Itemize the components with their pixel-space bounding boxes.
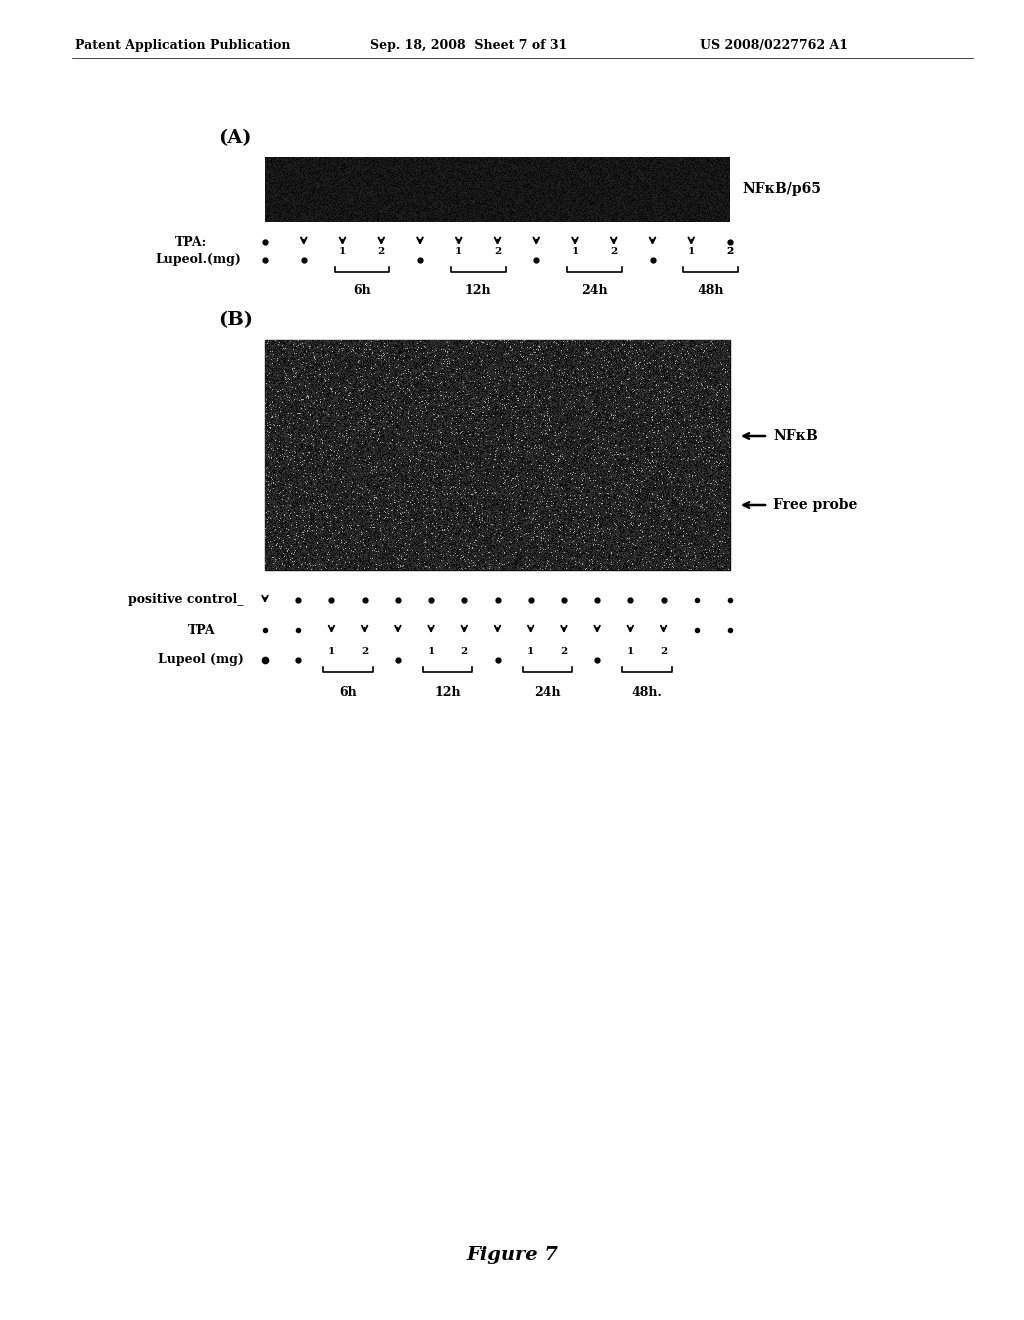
Text: Lupeol (mg): Lupeol (mg) <box>158 653 244 667</box>
Text: NFκB: NFκB <box>773 429 818 444</box>
Text: 2: 2 <box>361 647 369 656</box>
Text: 12h: 12h <box>434 685 461 698</box>
Text: 2: 2 <box>659 647 668 656</box>
Text: 2: 2 <box>494 247 501 256</box>
Text: TPA: TPA <box>188 623 216 636</box>
Text: 1: 1 <box>627 647 634 656</box>
Text: 1: 1 <box>571 247 579 256</box>
Text: 24h: 24h <box>534 685 560 698</box>
Text: 1: 1 <box>328 647 335 656</box>
Text: Figure 7: Figure 7 <box>466 1246 558 1265</box>
Text: Sep. 18, 2008  Sheet 7 of 31: Sep. 18, 2008 Sheet 7 of 31 <box>370 38 567 51</box>
Text: 1: 1 <box>427 647 435 656</box>
Text: 2: 2 <box>560 647 567 656</box>
Text: NFκB/p65: NFκB/p65 <box>742 182 821 195</box>
Text: 24h: 24h <box>581 284 607 297</box>
Text: 6h: 6h <box>353 284 371 297</box>
Text: TPA:: TPA: <box>175 235 207 248</box>
Text: 2: 2 <box>461 647 468 656</box>
Text: 1: 1 <box>688 247 695 256</box>
Text: 48h.: 48h. <box>632 685 663 698</box>
Text: (B): (B) <box>218 312 253 329</box>
Bar <box>265 157 730 222</box>
Text: US 2008/0227762 A1: US 2008/0227762 A1 <box>700 38 848 51</box>
Bar <box>265 341 730 570</box>
Text: 6h: 6h <box>339 685 357 698</box>
Text: positive control_: positive control_ <box>128 594 244 606</box>
Text: 2: 2 <box>610 247 617 256</box>
Text: 2: 2 <box>726 247 733 256</box>
Text: 1: 1 <box>339 247 346 256</box>
Text: 2: 2 <box>726 247 733 256</box>
Text: 48h: 48h <box>697 284 724 297</box>
Text: Patent Application Publication: Patent Application Publication <box>75 38 291 51</box>
Text: Free probe: Free probe <box>773 498 857 512</box>
Text: 1: 1 <box>455 247 463 256</box>
Text: 1: 1 <box>527 647 535 656</box>
Text: 2: 2 <box>378 247 385 256</box>
Text: 12h: 12h <box>465 284 492 297</box>
Text: (A): (A) <box>218 129 252 147</box>
Text: Lupeol.(mg): Lupeol.(mg) <box>155 253 241 267</box>
